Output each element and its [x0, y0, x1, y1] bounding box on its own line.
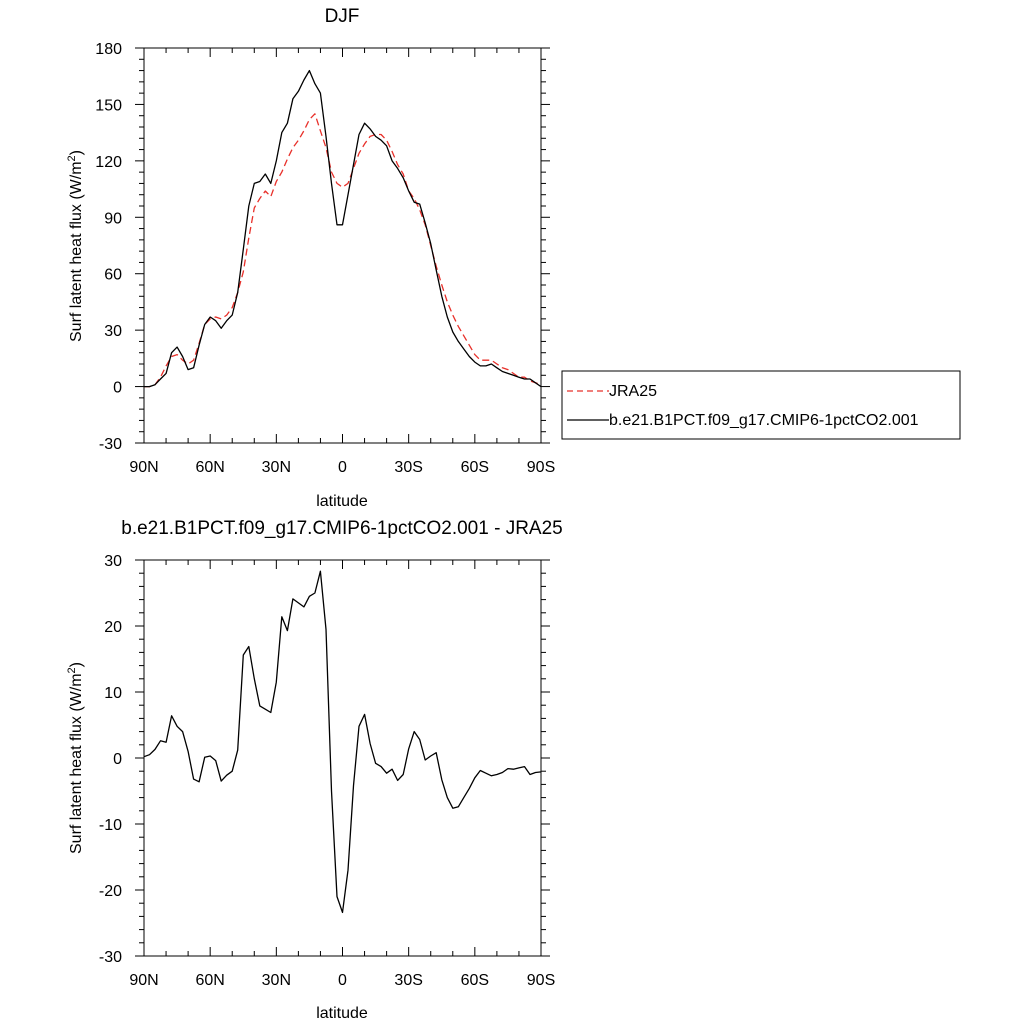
- top-axis-ticks: 90N 60N 30N 0 30S 60S 90S -30 0 30 60 90 120 150 180: [95, 41, 555, 476]
- bottom-y-tick-label: 30: [104, 553, 122, 570]
- top-chart-title: DJF: [325, 6, 360, 27]
- bottom-x-tick-label: 30N: [262, 972, 291, 989]
- top-x-tick-label: 0: [338, 459, 347, 476]
- bottom-y-tick-label: -20: [99, 883, 122, 900]
- bottom-x-axis-label: latitude: [316, 1005, 368, 1022]
- top-y-axis-label: Surf latent heat flux (W/m2): [66, 150, 85, 342]
- top-series-lines: [144, 69, 542, 388]
- top-x-tick-label: 90N: [129, 459, 158, 476]
- bottom-plot-frame: [143, 559, 542, 957]
- bottom-series-line-difference: [143, 570, 542, 914]
- legend-label-model: b.e21.B1PCT.f09_g17.CMIP6-1pctCO2.001: [609, 412, 919, 429]
- top-x-tick-label: 60N: [195, 459, 224, 476]
- top-x-tick-label: 90S: [527, 459, 555, 476]
- top-y-tick-label: 30: [104, 323, 122, 340]
- top-y-tick-label: 0: [113, 380, 122, 397]
- bottom-y-axis-label: Surf latent heat flux (W/m2): [66, 662, 85, 854]
- legend-label-jra25: JRA25: [609, 383, 657, 400]
- top-x-axis-label: latitude: [316, 493, 368, 510]
- bottom-chart-title: b.e21.B1PCT.f09_g17.CMIP6-1pctCO2.001 - …: [121, 518, 562, 539]
- top-y-tick-label: 120: [95, 154, 122, 171]
- top-x-tick-label: 30S: [394, 459, 422, 476]
- top-series-line-model: [144, 69, 542, 388]
- legend: JRA25 b.e21.B1PCT.f09_g17.CMIP6-1pctCO2.…: [561, 370, 961, 440]
- bottom-x-tick-label: 90N: [129, 972, 158, 989]
- top-y-tick-label: 150: [95, 97, 122, 114]
- bottom-x-tick-label: 90S: [527, 972, 555, 989]
- bottom-chart-panel: b.e21.B1PCT.f09_g17.CMIP6-1pctCO2.001 - …: [66, 518, 563, 1022]
- top-plot-frame: [143, 47, 542, 444]
- top-y-tick-label: 90: [104, 210, 122, 227]
- bottom-y-tick-label: -30: [99, 949, 122, 966]
- top-y-tick-label: 60: [104, 267, 122, 284]
- top-x-tick-label: 30N: [262, 459, 291, 476]
- legend-box: [561, 370, 961, 440]
- bottom-x-tick-label: 60N: [195, 972, 224, 989]
- bottom-y-tick-label: 0: [113, 751, 122, 768]
- bottom-x-tick-label: 0: [338, 972, 347, 989]
- bottom-x-tick-label: 30S: [394, 972, 422, 989]
- bottom-y-tick-label: -10: [99, 817, 122, 834]
- top-y-tick-label: -30: [99, 436, 122, 453]
- bottom-y-tick-label: 10: [104, 685, 122, 702]
- top-chart-panel: DJF latitude Surf latent heat flux (W/m2…: [66, 6, 555, 510]
- top-series-line-jra25: [144, 113, 542, 388]
- bottom-series-lines: [143, 570, 542, 914]
- top-y-tick-label: 180: [95, 41, 122, 58]
- top-x-tick-label: 60S: [461, 459, 489, 476]
- bottom-y-tick-label: 20: [104, 619, 122, 636]
- bottom-axis-ticks: 90N 60N 30N 0 30S 60S 90S -30 -20 -10 0 10 20 30: [99, 553, 555, 989]
- bottom-x-tick-label: 60S: [461, 972, 489, 989]
